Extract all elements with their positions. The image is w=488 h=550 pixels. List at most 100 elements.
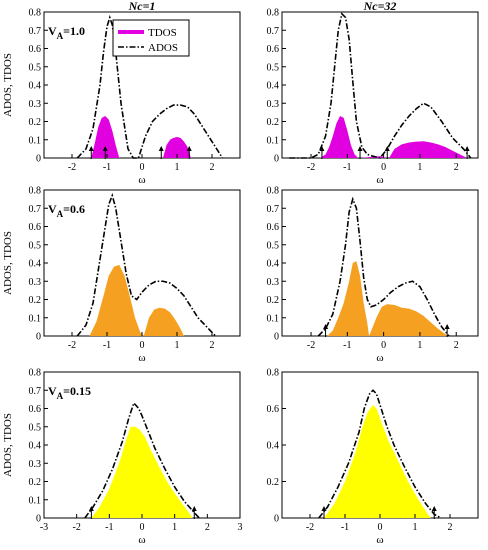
x-tick-label: -2 <box>307 162 315 173</box>
ados-line <box>76 14 224 159</box>
x-axis-label: ω <box>376 174 383 186</box>
x-tick-label: -1 <box>103 340 111 351</box>
x-tick-label: 1 <box>417 162 422 173</box>
tdos-area-3 <box>389 141 468 158</box>
y-tick-label: 0.7 <box>29 204 42 215</box>
x-tick-label: 1 <box>175 162 180 173</box>
panel-row2-nc1: -2 -1 0 1 2 0 0.1 0.2 0.3 0.4 0.5 0.6 0.7 0.8 ω ADOS, T… <box>2 186 241 364</box>
x-tick-label: -2 <box>306 522 314 533</box>
x-tick-label: -2 <box>68 162 76 173</box>
band-edge-arrowhead <box>88 506 94 511</box>
y-tick-label: 0.6 <box>29 404 42 415</box>
y-tick-label: 0.5 <box>267 240 280 251</box>
x-tick-label: 0 <box>378 522 383 533</box>
y-tick-label: 0.7 <box>29 386 42 397</box>
x-tick-label: 2 <box>454 340 459 351</box>
x-tick-label: -2 <box>68 340 76 351</box>
y-axis-label: ADOS, TDOS <box>2 231 14 295</box>
y-tick-label: 0.5 <box>29 240 42 251</box>
y-tick-label: 0.2 <box>267 477 280 488</box>
y-tick-label: 0.2 <box>29 117 42 128</box>
x-tick-label: -1 <box>343 162 351 173</box>
tdos-area-1 <box>91 426 193 518</box>
y-tick-label: 0.5 <box>29 422 42 433</box>
y-tick-label: 0.4 <box>267 441 280 452</box>
tdos-area-2 <box>369 304 448 336</box>
y-tick-label: 0.7 <box>267 26 280 37</box>
y-tick-label: 0.1 <box>29 313 42 324</box>
x-tick-label: -1 <box>343 340 351 351</box>
y-tick-label: 0.2 <box>267 295 280 306</box>
y-tick-label: 0.2 <box>267 117 280 128</box>
panel-row1-nc32: -2 -1 0 1 2 0 0.1 0.2 0.3 0.4 0.5 0.6 0.7 0.8 ω Nc=32 <box>267 0 479 186</box>
x-tick-label: 2 <box>454 162 459 173</box>
plot-frame <box>281 11 479 159</box>
x-tick-label: 0 <box>140 340 145 351</box>
y-tick-label: 0.4 <box>29 81 42 92</box>
band-edge-arrowhead <box>102 146 108 151</box>
y-tick-label: 0.4 <box>267 259 280 270</box>
x-tick-label: 2 <box>448 522 453 533</box>
x-tick-label: 0 <box>381 162 386 173</box>
x-tick-label: 2 <box>210 162 215 173</box>
y-tick-label: 0.3 <box>29 459 42 470</box>
y-tick-label: 0.8 <box>29 8 42 19</box>
y-tick-label: 0.8 <box>29 368 42 379</box>
ados-line <box>289 12 472 159</box>
y-tick-label: 0 <box>36 332 41 343</box>
panel-title: Nc=32 <box>363 0 397 13</box>
plot-frame <box>43 189 241 337</box>
x-tick-label: -1 <box>341 522 349 533</box>
y-tick-label: 0.2 <box>29 295 42 306</box>
panel-row3-nc32: -2 -1 0 1 2 0 0.2 0.4 0.6 0.8 ω <box>267 368 479 546</box>
y-tick-label: 0.4 <box>267 81 280 92</box>
y-tick-label: 0 <box>36 154 41 165</box>
band-edge-arrowhead <box>323 324 329 329</box>
x-tick-label: -2 <box>72 522 80 533</box>
band-edge-arrowhead <box>444 324 450 329</box>
ados-line <box>76 192 217 337</box>
y-tick-label: 0 <box>274 154 279 165</box>
band-edge-arrowhead <box>431 506 437 511</box>
y-tick-label: 0 <box>274 332 279 343</box>
x-axis-label: ω <box>376 534 383 546</box>
x-tick-label: 0 <box>140 522 145 533</box>
y-axis-label: ADOS, TDOS <box>2 53 14 117</box>
legend: TDOS ADOS <box>112 19 190 57</box>
y-tick-label: 0 <box>36 514 41 525</box>
y-tick-label: 0.8 <box>267 8 280 19</box>
y-tick-label: 0.6 <box>267 404 280 415</box>
ados-line <box>317 196 450 337</box>
x-tick-label: 1 <box>175 340 180 351</box>
x-tick-label: -1 <box>103 162 111 173</box>
y-tick-label: 0.2 <box>29 477 42 488</box>
x-axis-label: ω <box>138 534 145 546</box>
y-tick-label: 0.1 <box>29 135 42 146</box>
y-tick-label: 0.5 <box>29 62 42 73</box>
x-tick-label: -3 <box>40 522 48 533</box>
x-tick-label: 1 <box>417 340 422 351</box>
x-tick-label: 1 <box>413 522 418 533</box>
band-edge-arrowhead <box>321 506 327 511</box>
panel-title: Nc=1 <box>128 0 156 13</box>
x-tick-label: 2 <box>205 522 210 533</box>
y-tick-label: 0.6 <box>29 44 42 55</box>
x-axis-label: ω <box>138 352 145 364</box>
y-tick-label: 0 <box>274 514 279 525</box>
y-tick-label: 0.6 <box>29 222 42 233</box>
y-tick-label: 0.5 <box>267 62 280 73</box>
legend-ados-label: ADOS <box>148 42 178 54</box>
x-tick-label: 0 <box>381 340 386 351</box>
band-edge-arrowhead <box>464 146 470 151</box>
y-tick-label: 0.7 <box>267 204 280 215</box>
tdos-area-1 <box>320 116 359 158</box>
y-tick-label: 0.1 <box>267 135 280 146</box>
x-tick-label: 1 <box>172 522 177 533</box>
x-tick-label: 2 <box>210 340 215 351</box>
band-edge-arrowhead <box>384 146 390 151</box>
y-tick-label: 0.3 <box>267 277 280 288</box>
y-axis-label: ADOS, TDOS <box>2 413 14 477</box>
y-tick-label: 0.6 <box>267 44 280 55</box>
x-tick-label: 3 <box>238 522 243 533</box>
